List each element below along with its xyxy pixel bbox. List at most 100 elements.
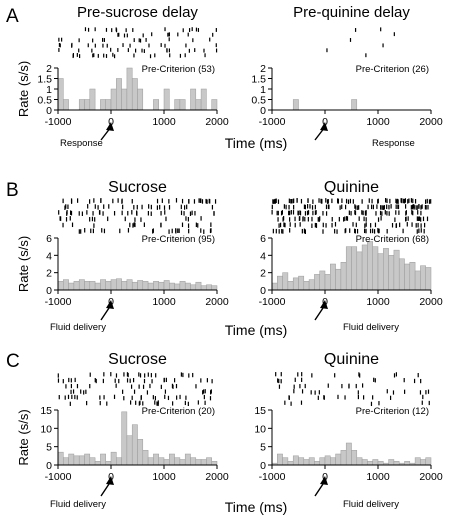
x-tick-label: 2000 [419,296,443,308]
histogram-bar [287,461,294,466]
pre-criterion-note: Pre-Criterion (53) [142,64,215,75]
histogram-bar [211,285,218,291]
y-tick-label: 2 [46,268,52,280]
event-arrow-label: Response [372,138,415,149]
histogram-bar [282,272,289,291]
histogram-bar [200,285,207,291]
panels: Pre-sucrose delay00.511.52-1000010002000… [16,4,443,510]
histogram-bar [372,246,379,291]
y-axis-title: Rate (s/s) [16,236,31,292]
histogram-bar [324,455,331,466]
histogram-bar [393,249,400,291]
histogram-bar [200,88,207,111]
histogram-bar [78,99,85,111]
histogram-bar [282,457,289,466]
histogram-bar [158,457,165,466]
y-tick-label: 0 [46,105,52,117]
x-axis-title-row-b: Time (ms) [225,322,287,338]
histogram-bar [383,248,389,291]
histogram-bar [190,457,197,466]
histogram-bar [361,459,368,466]
x-tick-label: 1000 [152,296,176,308]
x-axis-title-row-c: Time (ms) [225,499,287,515]
histogram-bar [195,99,202,111]
histogram-bar [142,281,149,291]
y-tick-label: 6 [46,233,52,245]
histogram-bar [351,246,358,291]
histogram-bar [68,282,75,291]
histogram-bar [137,439,144,466]
histogram-bar [89,457,96,466]
histogram-bar [340,450,347,466]
event-arrow-head [106,476,114,485]
histogram-bar [169,453,175,466]
histogram-bar [409,262,416,291]
x-tick-label: 1000 [366,471,390,483]
pre-criterion-note: Pre-Criterion (20) [142,406,215,417]
y-tick-label: 0 [46,285,52,297]
event-arrow-head [320,476,328,485]
histogram-bar [414,457,421,466]
histogram-bar [292,277,299,291]
histogram-bar [206,457,212,466]
histogram-bar [105,281,112,291]
histogram-bar [78,279,85,291]
histogram-bar [84,281,91,291]
histogram-bar [126,67,133,111]
histogram-bar [147,457,154,466]
histogram-bar [340,262,347,291]
histogram-bar [116,78,122,111]
histogram-bar [110,451,117,466]
histogram-bar [425,267,432,291]
histogram-bar [345,246,352,291]
event-arrow-label: Fluid delivery [343,499,399,510]
histogram-bar [420,459,426,466]
y-tick-label: 5 [46,442,52,454]
histogram-bar [179,281,186,291]
histogram-bar [190,284,197,291]
histogram-bar [393,461,400,466]
event-arrow-label: Response [60,138,103,149]
event-arrow-head [106,122,114,131]
histogram-bar [116,457,122,466]
pre-criterion-note: Pre-Criterion (12) [356,406,429,417]
histogram-bar [298,275,305,291]
histogram-bar [292,99,299,111]
histogram-bar [78,455,85,466]
histogram-bar [303,281,310,291]
histogram-bar [277,275,283,291]
histogram-bar [110,279,117,291]
y-tick-label: 2 [260,63,266,75]
histogram-bar [184,453,191,466]
histogram-bar [100,453,106,466]
y-axis-title: Rate (s/s) [16,409,31,465]
event-arrow-head [320,300,328,309]
histogram-bar [153,281,159,291]
x-tick-label: -1000 [45,471,72,483]
chart-title: Pre-sucrose delay [77,4,198,21]
histogram-bar [324,274,331,291]
histogram-bar [190,88,197,111]
histogram-bar [68,453,75,466]
y-tick-label: 1 [46,84,52,96]
histogram-bar [351,450,358,466]
histogram-bar [57,78,64,111]
histogram-bar [377,253,384,291]
x-tick-label: 2000 [205,296,229,308]
event-arrow-head [320,122,328,131]
x-tick-label: 1000 [152,116,176,128]
histogram-bar [211,99,218,111]
histogram-bar [292,455,299,466]
chart-title: Quinine [324,179,379,196]
histogram-bar [195,281,202,291]
histogram-bar [100,279,106,291]
histogram-bar [367,241,373,291]
histogram-bar [137,280,144,291]
x-tick-label: 1000 [152,471,176,483]
histogram-bar [335,268,342,291]
histogram-bar [404,461,411,466]
y-tick-label: 0.5 [37,95,52,107]
histogram-bar [330,263,336,291]
y-tick-label: 15 [254,405,266,417]
